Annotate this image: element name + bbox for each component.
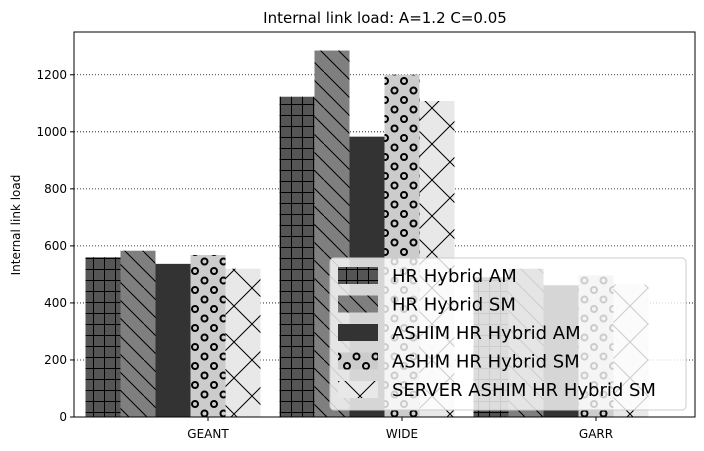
legend-label: SERVER ASHIM HR Hybrid SM	[392, 380, 656, 401]
y-tick-label: 400	[44, 296, 67, 310]
y-tick-label: 600	[44, 239, 67, 253]
bar	[155, 263, 191, 417]
legend-swatch-pattern	[338, 352, 378, 370]
plot-frame	[73, 31, 696, 418]
legend-label: ASHIM HR Hybrid SM	[392, 352, 580, 373]
x-axis-ticks: GEANT WIDE GARR	[187, 417, 613, 441]
x-tick-label: GARR	[579, 427, 613, 441]
y-tick-label: 200	[44, 353, 67, 367]
bar-pattern	[225, 268, 261, 417]
y-tick-label: 1000	[36, 125, 67, 139]
legend-label: HR Hybrid SM	[392, 295, 516, 316]
chart-title: Internal link load: A=1.2 C=0.05	[263, 9, 507, 27]
y-tick-label: 800	[44, 182, 67, 196]
y-axis-label: Internal link load	[9, 175, 23, 276]
y-tick-label: 1200	[36, 68, 67, 82]
legend-swatch-pattern	[338, 381, 378, 398]
x-tick-label: WIDE	[386, 427, 418, 441]
y-axis-ticks: 0 200 400 600 800 1000 1200	[36, 68, 74, 424]
legend-label: ASHIM HR Hybrid AM	[392, 323, 581, 344]
bar-pattern	[120, 250, 156, 417]
legend-box	[329, 257, 687, 411]
bar-pattern	[190, 255, 226, 417]
bar-pattern	[85, 257, 121, 417]
legend-label: HR Hybrid AM	[392, 266, 517, 287]
legend: HR Hybrid AM HR Hybrid SM ASHIM HR Hybrid …	[329, 257, 687, 411]
legend-swatch-pattern	[338, 267, 378, 284]
bar-pattern	[279, 96, 315, 418]
legend-swatch-pattern	[338, 295, 378, 313]
y-tick-label: 0	[59, 410, 67, 424]
x-tick-label: GEANT	[187, 427, 229, 441]
legend-swatch	[338, 324, 378, 341]
